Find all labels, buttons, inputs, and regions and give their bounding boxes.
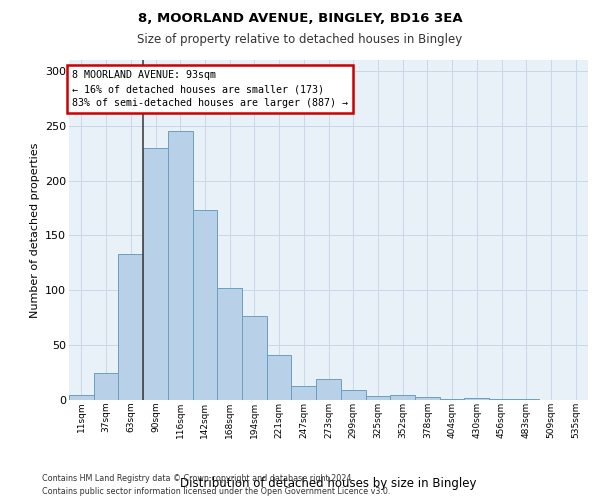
Text: Size of property relative to detached houses in Bingley: Size of property relative to detached ho…: [137, 32, 463, 46]
Bar: [267, 355, 292, 400]
Bar: [514, 399, 539, 400]
Bar: [94, 372, 118, 400]
Text: Contains public sector information licensed under the Open Government Licence v3: Contains public sector information licen…: [42, 486, 391, 496]
Bar: [316, 379, 341, 400]
Y-axis label: Number of detached properties: Number of detached properties: [29, 142, 40, 318]
Bar: [118, 254, 143, 400]
Bar: [143, 148, 168, 400]
Bar: [415, 396, 440, 400]
Bar: [365, 396, 390, 400]
Bar: [242, 316, 267, 400]
Bar: [390, 394, 415, 400]
Bar: [69, 394, 94, 400]
Text: Contains HM Land Registry data © Crown copyright and database right 2024.: Contains HM Land Registry data © Crown c…: [42, 474, 354, 483]
Bar: [292, 386, 316, 400]
Bar: [341, 390, 365, 400]
Bar: [217, 288, 242, 400]
Bar: [193, 210, 217, 400]
Text: 8, MOORLAND AVENUE, BINGLEY, BD16 3EA: 8, MOORLAND AVENUE, BINGLEY, BD16 3EA: [137, 12, 463, 26]
X-axis label: Distribution of detached houses by size in Bingley: Distribution of detached houses by size …: [180, 476, 477, 490]
Bar: [489, 399, 514, 400]
Bar: [168, 132, 193, 400]
Bar: [440, 399, 464, 400]
Text: 8 MOORLAND AVENUE: 93sqm
← 16% of detached houses are smaller (173)
83% of semi-: 8 MOORLAND AVENUE: 93sqm ← 16% of detach…: [71, 70, 347, 108]
Bar: [464, 398, 489, 400]
